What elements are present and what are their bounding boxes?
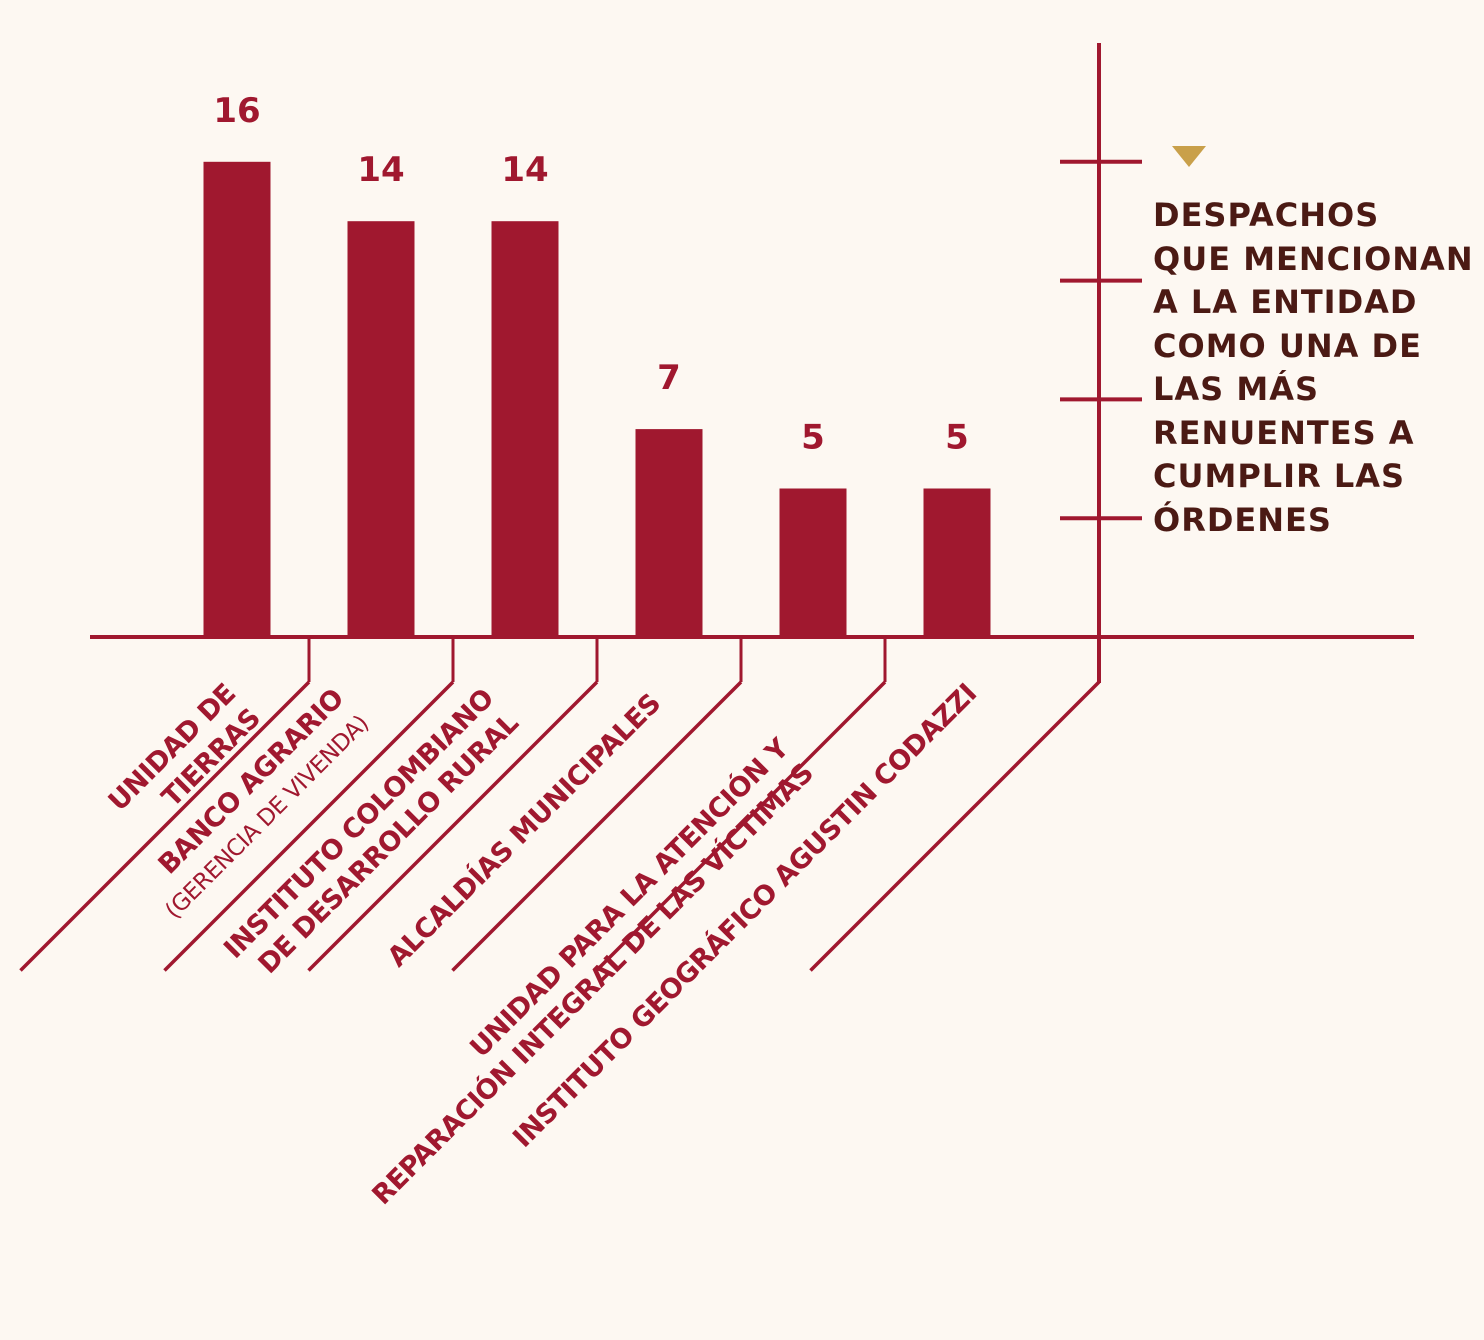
category-label: INSTITUTO GEOGRÁFICO AGUSTIN CODAZZI [506, 677, 983, 1154]
category-label-line: REPARACIÓN INTEGRAL DE LAS VÍCTIMAS [366, 757, 820, 1211]
bar [779, 488, 847, 637]
bar [491, 221, 559, 637]
category-leaders [19, 637, 1101, 972]
bars [203, 161, 991, 638]
category-leader [163, 680, 455, 972]
data-label: 7 [657, 358, 681, 398]
category-leader [19, 680, 311, 972]
category-leader [307, 680, 599, 972]
legend-text: DESPACHOS QUE MENCIONAN A LA ENTIDAD COM… [1153, 196, 1474, 539]
bar [203, 161, 271, 638]
bar [347, 221, 415, 637]
axes [90, 43, 1414, 683]
data-label: 5 [801, 418, 825, 458]
category-label-line: INSTITUTO GEOGRÁFICO AGUSTIN CODAZZI [506, 677, 983, 1154]
category-leader [595, 680, 887, 972]
bar [635, 429, 703, 637]
data-label: 5 [945, 418, 969, 458]
bar [923, 488, 991, 637]
data-labels: 16 14 14 7 5 5 [213, 91, 969, 458]
data-label: 14 [357, 150, 404, 190]
data-label: 14 [501, 150, 548, 190]
down-triangle-icon [1172, 146, 1206, 167]
category-leader [809, 680, 1101, 972]
data-label: 16 [213, 91, 260, 131]
category-leader [451, 680, 743, 972]
